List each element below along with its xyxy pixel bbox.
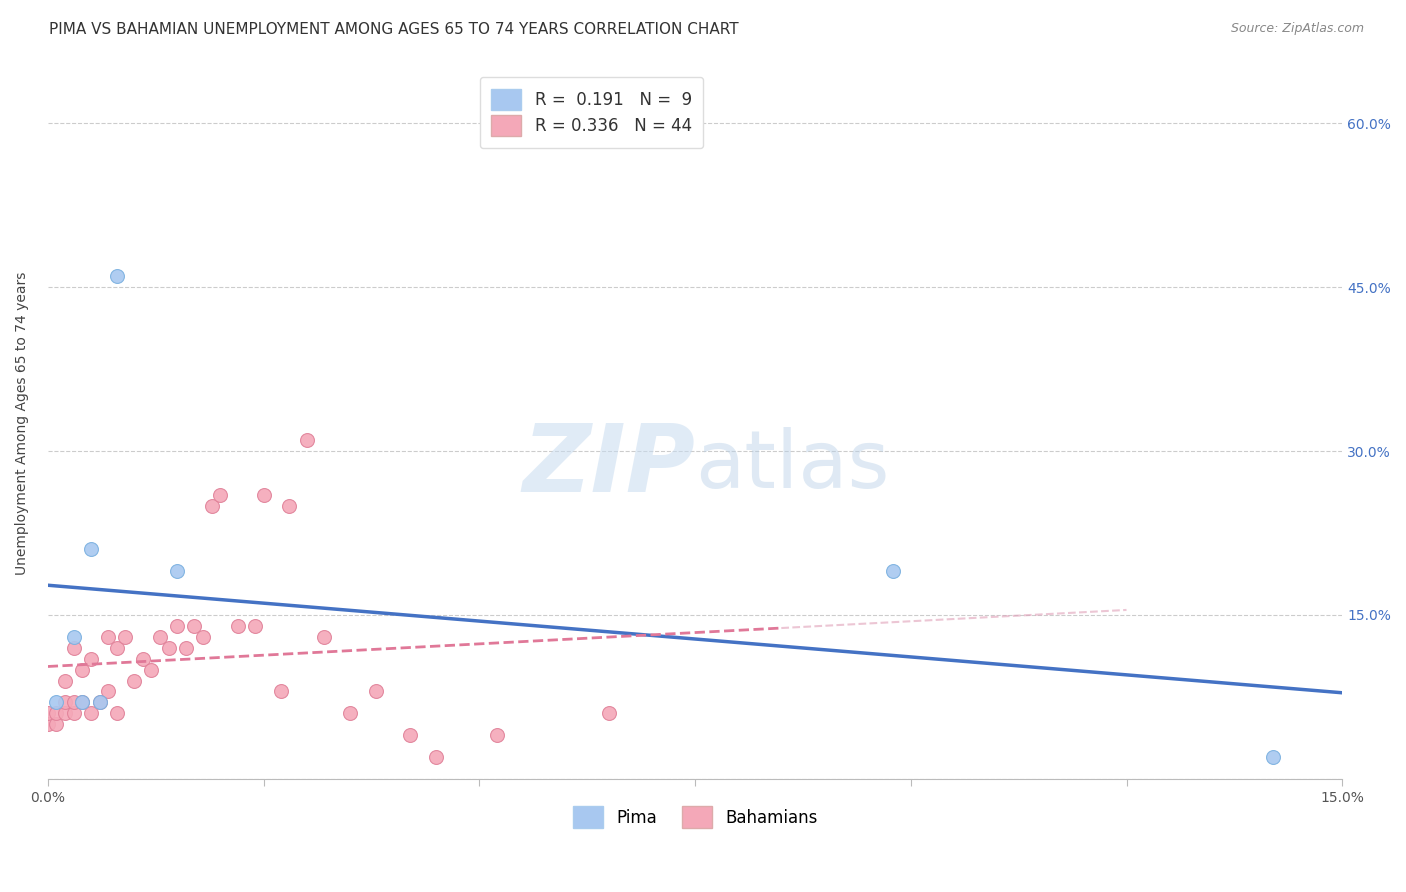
Point bbox=[72, 695, 94, 709]
Point bbox=[149, 630, 172, 644]
Point bbox=[62, 706, 84, 721]
Point bbox=[174, 640, 197, 655]
Point bbox=[89, 695, 111, 709]
Point bbox=[53, 706, 76, 721]
Point bbox=[62, 630, 84, 644]
Point bbox=[72, 695, 94, 709]
Point bbox=[243, 619, 266, 633]
Point bbox=[278, 499, 301, 513]
Point bbox=[157, 640, 180, 655]
Point bbox=[72, 663, 94, 677]
Point bbox=[80, 706, 103, 721]
Point bbox=[122, 673, 145, 688]
Point bbox=[105, 640, 128, 655]
Point bbox=[166, 619, 188, 633]
Point bbox=[45, 695, 67, 709]
Point bbox=[131, 651, 153, 665]
Point bbox=[141, 663, 163, 677]
Legend: Pima, Bahamians: Pima, Bahamians bbox=[567, 800, 824, 835]
Point bbox=[53, 673, 76, 688]
Point bbox=[80, 542, 103, 557]
Point bbox=[882, 564, 904, 578]
Text: Source: ZipAtlas.com: Source: ZipAtlas.com bbox=[1230, 22, 1364, 36]
Point bbox=[114, 630, 136, 644]
Text: PIMA VS BAHAMIAN UNEMPLOYMENT AMONG AGES 65 TO 74 YEARS CORRELATION CHART: PIMA VS BAHAMIAN UNEMPLOYMENT AMONG AGES… bbox=[49, 22, 738, 37]
Point bbox=[191, 630, 214, 644]
Point bbox=[80, 651, 103, 665]
Point bbox=[339, 706, 361, 721]
Point bbox=[89, 695, 111, 709]
Text: ZIP: ZIP bbox=[522, 420, 695, 512]
Point bbox=[312, 630, 335, 644]
Point bbox=[105, 706, 128, 721]
Point bbox=[97, 630, 120, 644]
Point bbox=[97, 684, 120, 698]
Point bbox=[166, 564, 188, 578]
Point bbox=[62, 640, 84, 655]
Point bbox=[364, 684, 387, 698]
Point bbox=[1263, 750, 1285, 764]
Point bbox=[209, 488, 232, 502]
Point bbox=[201, 499, 224, 513]
Point bbox=[270, 684, 292, 698]
Point bbox=[45, 706, 67, 721]
Point bbox=[485, 728, 508, 742]
Point bbox=[183, 619, 205, 633]
Point bbox=[105, 269, 128, 284]
Point bbox=[598, 706, 620, 721]
Point bbox=[53, 695, 76, 709]
Point bbox=[226, 619, 249, 633]
Point bbox=[37, 706, 59, 721]
Point bbox=[252, 488, 274, 502]
Point bbox=[37, 717, 59, 731]
Text: atlas: atlas bbox=[695, 427, 890, 506]
Y-axis label: Unemployment Among Ages 65 to 74 years: Unemployment Among Ages 65 to 74 years bbox=[15, 272, 30, 575]
Point bbox=[45, 717, 67, 731]
Point bbox=[62, 695, 84, 709]
Point bbox=[425, 750, 447, 764]
Point bbox=[399, 728, 422, 742]
Point bbox=[295, 433, 318, 447]
